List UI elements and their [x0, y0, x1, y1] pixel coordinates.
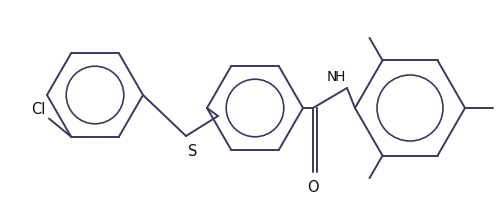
- Text: S: S: [188, 144, 198, 159]
- Text: N: N: [326, 70, 337, 84]
- Text: H: H: [334, 70, 345, 84]
- Text: Cl: Cl: [30, 101, 45, 116]
- Text: O: O: [307, 180, 319, 195]
